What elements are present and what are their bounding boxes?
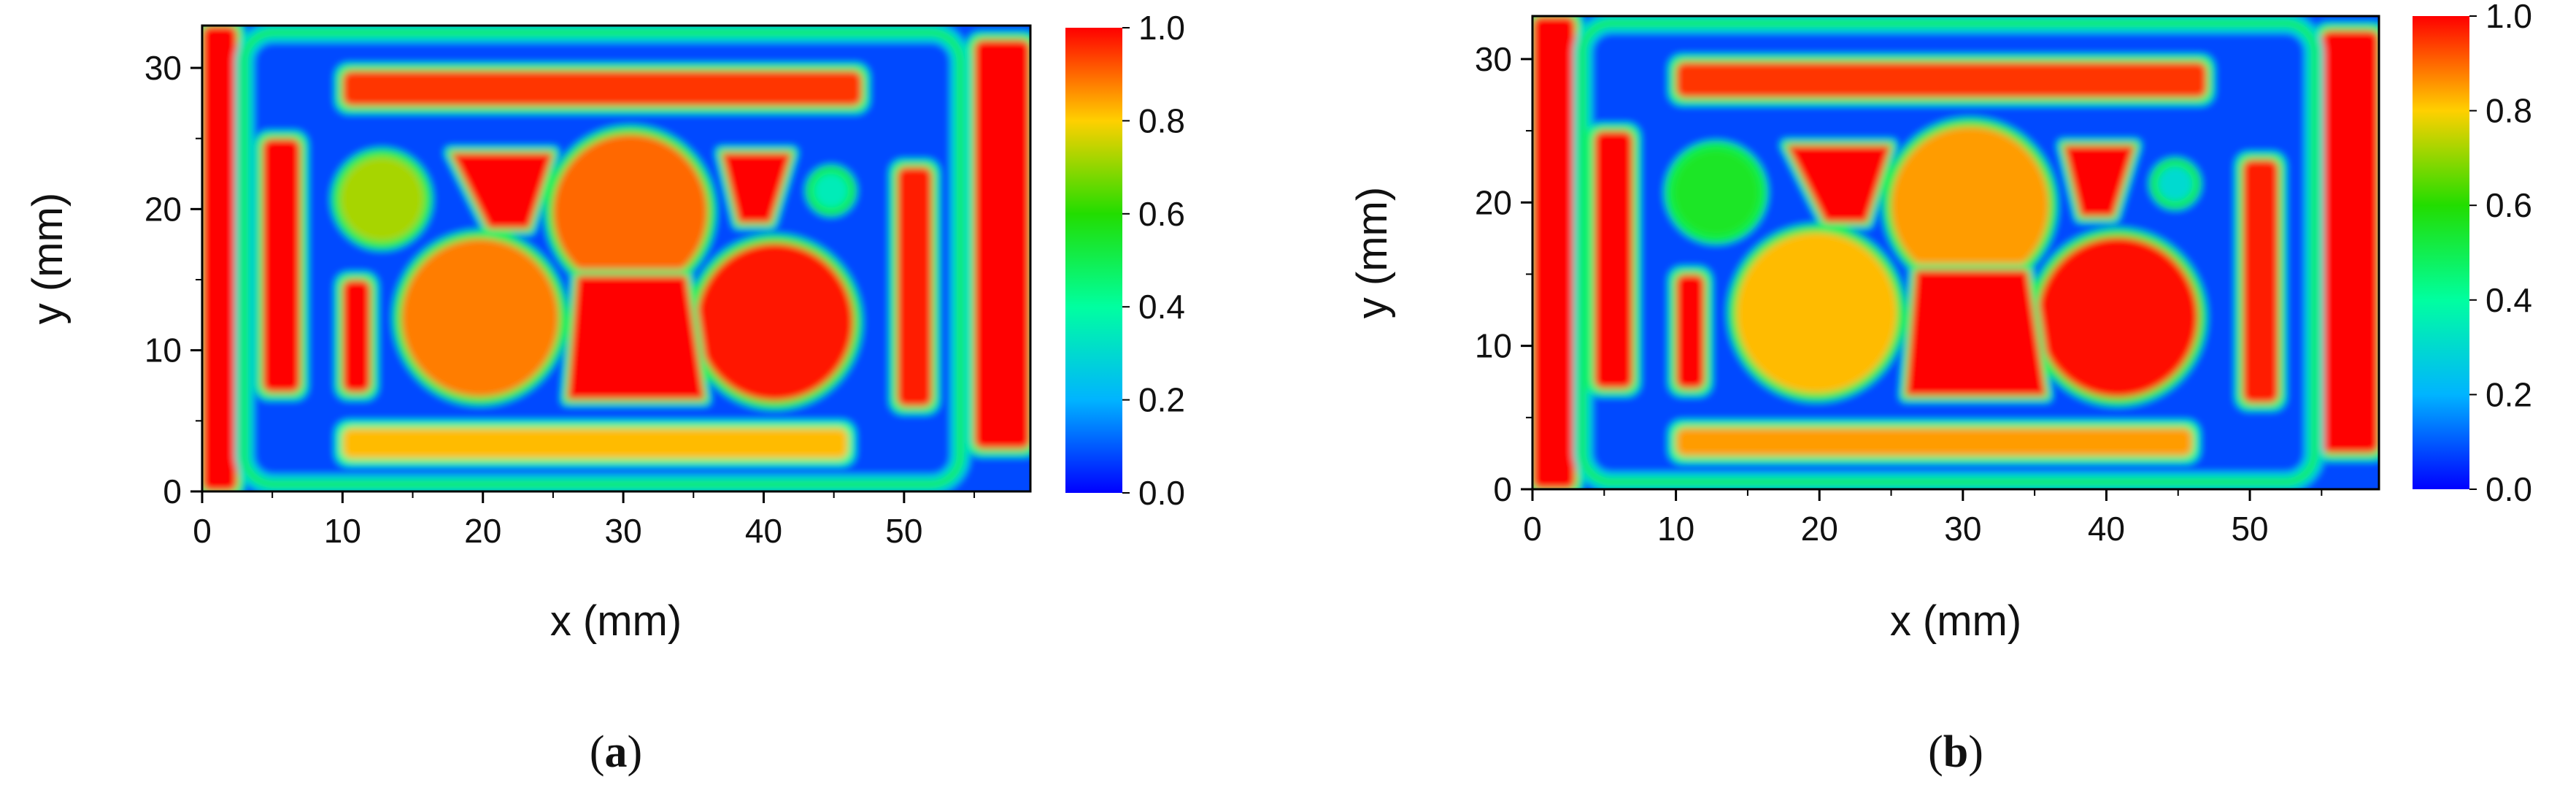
x-tick-label-40: 40 xyxy=(745,512,782,550)
y-tick-label-20: 20 xyxy=(144,190,182,228)
y-tick-label-20: 20 xyxy=(1475,183,1512,221)
region-top-bar xyxy=(1675,61,2207,98)
x-tick-label-10: 10 xyxy=(1657,510,1694,548)
x-tick-label-30: 30 xyxy=(605,512,642,550)
panel-letter-a: a xyxy=(605,727,628,777)
colorbar-tick-label: 0.0 xyxy=(1138,474,1185,512)
region-disc-lower-right xyxy=(2037,237,2199,398)
x-axis-label-b: x (mm) xyxy=(1890,597,2021,645)
region-bottom-bar xyxy=(342,428,848,459)
region-left-edge-band xyxy=(1532,16,1576,489)
panel-caption-a: (a) xyxy=(590,727,642,777)
region-top-bar xyxy=(342,70,863,107)
colorbar-ticks-a: 0.0 0.2 0.4 0.6 0.8 1.0 xyxy=(1122,9,1185,512)
region-trap-upper-left xyxy=(1786,145,1891,223)
y-tick-label-0: 0 xyxy=(1493,470,1512,508)
x-tick-label-50: 50 xyxy=(2231,510,2268,548)
region-frame xyxy=(1578,19,2318,486)
region-small-circle xyxy=(1673,149,1759,236)
region-disc-upper-center xyxy=(1891,126,2049,285)
region-disc-lower-right xyxy=(696,242,854,402)
colorbar-tick-label: 0.6 xyxy=(2486,186,2532,224)
region-trap-upper-right xyxy=(721,153,792,223)
region-tiny-circle xyxy=(814,174,848,208)
colorbar-ticks-b: 0.0 0.2 0.4 0.6 0.8 1.0 xyxy=(2469,0,2532,508)
region-disc-upper-center xyxy=(552,134,708,290)
region-tiny-circle xyxy=(2158,166,2193,202)
y-axis-label-b: y (mm) xyxy=(1349,187,1396,318)
x-tick-label-40: 40 xyxy=(2088,510,2125,548)
colorbar-tick-label: 0.2 xyxy=(2486,375,2532,413)
region-left-edge-band xyxy=(202,26,238,491)
colorbar-tick-label: 0.4 xyxy=(1138,288,1185,326)
colorbar-tick-label: 0.8 xyxy=(1138,101,1185,139)
x-tick-label-10: 10 xyxy=(324,512,361,550)
panel-letter-b: b xyxy=(1943,727,1968,777)
colorbar-tick-label: 0.8 xyxy=(2486,92,2532,130)
y-tick-label-10: 10 xyxy=(144,332,182,369)
region-trap-lower-center xyxy=(567,275,705,400)
region-inner-left-bar xyxy=(342,280,371,393)
x-tick-label-50: 50 xyxy=(885,512,922,550)
x-tick-label-30: 30 xyxy=(1944,510,1981,548)
axes-b: 0 10 20 30 40 50 0 10 20 30 xyxy=(1475,40,2323,548)
region-trap-upper-left xyxy=(450,153,553,229)
region-right-bar xyxy=(2243,159,2279,404)
colorbar-b xyxy=(2413,16,2469,489)
colorbar-tick-label: 1.0 xyxy=(2486,0,2532,35)
y-tick-label-30: 30 xyxy=(1475,40,1512,78)
plot-frame-b xyxy=(1531,15,2380,491)
region-disc-lower-left xyxy=(1736,232,1897,394)
region-trap-lower-center xyxy=(1905,269,2046,396)
region-small-circle xyxy=(339,156,424,242)
plot-frame-a xyxy=(201,24,1032,493)
colorbar-a xyxy=(1065,28,1122,493)
colorbar-tick-label: 0.6 xyxy=(1138,195,1185,233)
region-right-edge-block xyxy=(974,39,1030,450)
x-axis-label-a: x (mm) xyxy=(550,597,682,645)
region-right-bar xyxy=(897,166,933,407)
region-inner-left-bar xyxy=(1675,274,1705,389)
colorbar-tick-label: 1.0 xyxy=(1138,9,1185,47)
y-tick-label-0: 0 xyxy=(163,472,182,510)
y-tick-label-10: 10 xyxy=(1475,327,1512,365)
region-disc-lower-left xyxy=(401,238,559,397)
region-right-edge-block xyxy=(2321,30,2379,453)
region-bottom-bar xyxy=(1675,427,2193,456)
region-left-bar xyxy=(262,138,301,393)
heatmap-a xyxy=(202,26,1030,491)
colorbar-tick-label: 0.0 xyxy=(2486,470,2532,508)
region-frame xyxy=(240,28,964,489)
region-left-bar xyxy=(1594,131,1633,389)
x-tick-label-0: 0 xyxy=(1523,510,1542,548)
axes-a: 0 10 20 30 40 50 0 10 20 30 xyxy=(144,49,976,550)
x-tick-label-0: 0 xyxy=(193,512,212,550)
region-trap-upper-right xyxy=(2063,145,2135,217)
heatmap-b xyxy=(1532,16,2379,489)
x-tick-label-20: 20 xyxy=(464,512,501,550)
y-axis-label-a: y (mm) xyxy=(24,193,72,324)
colorbar-tick-label: 0.4 xyxy=(2486,281,2532,319)
x-tick-label-20: 20 xyxy=(1801,510,1838,548)
colorbar-tick-label: 0.2 xyxy=(1138,381,1185,419)
panel-caption-b: (b) xyxy=(1928,727,1983,777)
y-tick-label-30: 30 xyxy=(144,49,182,87)
